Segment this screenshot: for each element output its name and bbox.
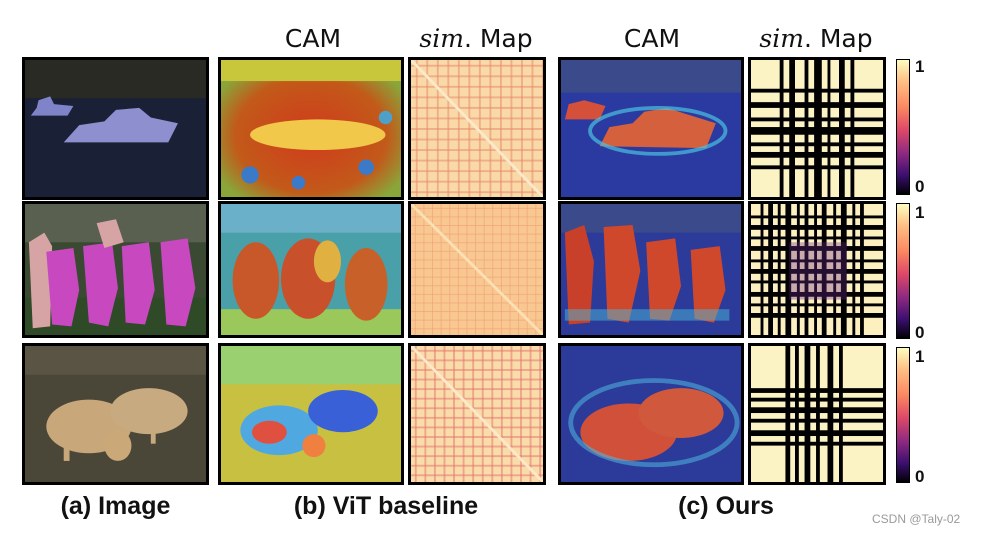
colorbar-row-1-min-label: 0 xyxy=(915,177,925,196)
cam-ours-sheep xyxy=(558,343,744,485)
sim-map-baseline-boats xyxy=(408,57,546,200)
cam-baseline-horses xyxy=(218,201,404,338)
sim-map-baseline-sheep xyxy=(408,343,546,485)
sim-map-ours-horses xyxy=(748,201,886,338)
sim-map-ours-sheep xyxy=(748,343,886,485)
header-sim-map-baseline: sim. Map xyxy=(419,24,533,53)
cam-baseline-boats xyxy=(218,57,404,200)
colorbar-row-3-max-label: 1 xyxy=(915,347,925,366)
cam-ours-horses xyxy=(558,201,744,338)
image-sheep xyxy=(22,343,209,485)
watermark: CSDN @Taly-02 xyxy=(872,512,961,526)
colorbar-row-2-max-label: 1 xyxy=(915,203,925,222)
colorbar-row-2 xyxy=(896,203,910,339)
cam-ours-boats xyxy=(558,57,744,200)
image-horses xyxy=(22,201,209,338)
caption-image: (a) Image xyxy=(60,492,171,520)
colorbar-row-1 xyxy=(896,59,910,195)
caption-vit-baseline: (b) ViT baseline xyxy=(293,492,479,520)
caption-ours: (c) Ours xyxy=(678,492,774,520)
cam-baseline-sheep xyxy=(218,343,404,485)
colorbar-row-3 xyxy=(896,347,910,483)
header-sim-map-ours: sim. Map xyxy=(759,24,873,53)
sim-map-ours-boats xyxy=(748,57,886,200)
colorbar-row-2-min-label: 0 xyxy=(915,323,925,342)
sim-map-baseline-horses xyxy=(408,201,546,338)
image-boats xyxy=(22,57,209,200)
header-cam-baseline: CAM xyxy=(284,24,342,53)
colorbar-row-3-min-label: 0 xyxy=(915,467,925,486)
header-cam-ours: CAM xyxy=(623,24,681,53)
colorbar-row-1-max-label: 1 xyxy=(915,57,925,76)
